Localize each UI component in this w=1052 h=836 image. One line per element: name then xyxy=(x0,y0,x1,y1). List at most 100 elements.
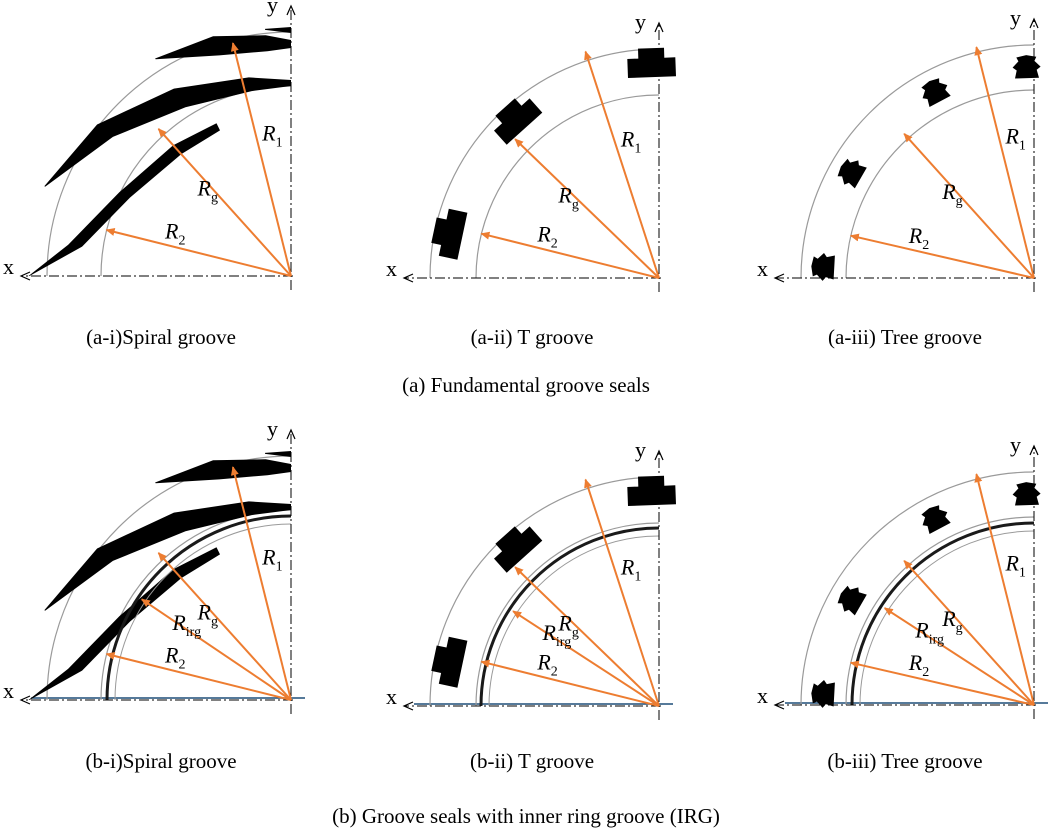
r2-arrow xyxy=(105,652,292,701)
rg-label: Rg xyxy=(941,179,962,209)
r1-label-subscript: 1 xyxy=(1019,139,1026,154)
rg-label-symbol: R xyxy=(197,599,212,624)
r1-arrow xyxy=(230,466,292,701)
panel-caption: (a-iii) Tree groove xyxy=(828,325,982,349)
spiral-groove-3 xyxy=(155,459,291,484)
r2-label: R2 xyxy=(164,219,185,249)
r2-label-subscript: 2 xyxy=(178,234,185,249)
tree-groove-2 xyxy=(837,158,867,189)
r1-label-subscript: 1 xyxy=(276,135,283,150)
y-axis-label: y xyxy=(1010,5,1021,30)
tree-groove-2 xyxy=(837,585,867,616)
r1-label-subscript: 1 xyxy=(276,559,283,574)
tree-groove-3 xyxy=(921,505,951,534)
t-groove-1 xyxy=(431,636,468,688)
rirg-label-symbol: R xyxy=(171,610,186,635)
rg-label-symbol: R xyxy=(197,175,212,200)
rirg-label-subscript: irg xyxy=(556,635,571,650)
x-axis-label: x xyxy=(3,254,14,279)
r1-label-subscript: 1 xyxy=(1019,566,1026,581)
r1-label-symbol: R xyxy=(620,554,635,579)
r1-label: R1 xyxy=(1004,551,1025,581)
rg-label-subscript: g xyxy=(956,194,963,209)
x-axis-label: x xyxy=(3,678,14,703)
panel-caption: (b-i)Spiral groove xyxy=(85,749,236,773)
r1-label-subscript: 1 xyxy=(634,569,641,584)
r2-arrow xyxy=(849,660,1035,706)
t-groove-3 xyxy=(627,475,676,506)
tree-groove-1 xyxy=(811,253,835,281)
rirg-arrow xyxy=(883,607,1035,706)
r2-label-symbol: R xyxy=(536,650,551,675)
rg-label-subscript: g xyxy=(211,614,218,629)
panel-caption: (a-ii) T groove xyxy=(471,325,594,349)
rg-label-symbol: R xyxy=(557,610,572,635)
r2-label-symbol: R xyxy=(164,643,179,668)
r2-label: R2 xyxy=(908,650,929,680)
rirg-label: Rirg xyxy=(171,610,201,640)
rg-label-subscript: g xyxy=(572,625,579,640)
rirg-label-symbol: R xyxy=(914,618,929,643)
spiral-groove-2 xyxy=(44,77,291,187)
rg-arrow xyxy=(903,560,1035,706)
rg-label-subscript: g xyxy=(211,190,218,205)
irg-inner-arc xyxy=(114,523,292,701)
r2-label-subscript: 2 xyxy=(922,238,929,253)
r1-label-symbol: R xyxy=(1004,124,1019,149)
spiral-groove-1 xyxy=(28,123,220,276)
x-axis-label: x xyxy=(386,256,397,281)
r2-label: R2 xyxy=(908,223,929,253)
r2-arrow xyxy=(849,233,1035,279)
r2-arrow xyxy=(105,228,292,277)
rirg-label: Rirg xyxy=(914,618,944,648)
y-axis-label: y xyxy=(635,437,646,462)
t-groove-3 xyxy=(627,47,676,78)
r1-arrow xyxy=(584,478,660,707)
r1-arrow xyxy=(230,42,292,277)
rg-label-symbol: R xyxy=(941,606,956,631)
y-axis-label: y xyxy=(267,0,278,17)
spiral-groove-4 xyxy=(265,27,291,33)
r1-label-symbol: R xyxy=(261,120,276,145)
r2-label-subscript: 2 xyxy=(178,658,185,673)
rirg-label-symbol: R xyxy=(541,620,556,645)
r2-arrow xyxy=(480,231,660,279)
tree-groove-4 xyxy=(1012,482,1041,506)
rg-arrow xyxy=(903,133,1035,279)
y-axis-label: y xyxy=(635,9,646,34)
r1-label: R1 xyxy=(620,126,641,156)
x-axis-label: x xyxy=(757,683,768,708)
spiral-groove-2 xyxy=(44,501,291,611)
tree-groove-4 xyxy=(1012,55,1041,79)
t-groove-1 xyxy=(431,208,468,260)
r1-arrow xyxy=(584,50,660,279)
rirg-label-subscript: irg xyxy=(929,633,944,648)
irg-inner-arc xyxy=(859,530,1035,706)
t-groove-2 xyxy=(494,526,543,573)
tree-groove-3 xyxy=(921,78,951,107)
rg-arrow xyxy=(514,566,660,707)
rg-label-symbol: R xyxy=(941,179,956,204)
r2-arrow xyxy=(480,659,660,707)
r1-arrow xyxy=(974,46,1035,279)
spiral-groove-4 xyxy=(265,451,291,457)
rg-label-symbol: R xyxy=(557,182,572,207)
r2-label-subscript: 2 xyxy=(551,665,558,680)
panel-caption: (b-iii) Tree groove xyxy=(827,749,982,773)
t-groove-2 xyxy=(494,98,543,145)
tree-groove-1 xyxy=(811,680,835,708)
r1-label-symbol: R xyxy=(261,544,276,569)
r2-label-symbol: R xyxy=(908,223,923,248)
r1-label-subscript: 1 xyxy=(634,141,641,156)
x-axis-label: x xyxy=(757,256,768,281)
rg-label: Rg xyxy=(197,599,218,629)
r2-label: R2 xyxy=(536,650,557,680)
panel-caption: (b-ii) T groove xyxy=(470,749,594,773)
r1-label: R1 xyxy=(261,120,282,150)
r2-label-subscript: 2 xyxy=(551,237,558,252)
r1-label: R1 xyxy=(620,554,641,584)
